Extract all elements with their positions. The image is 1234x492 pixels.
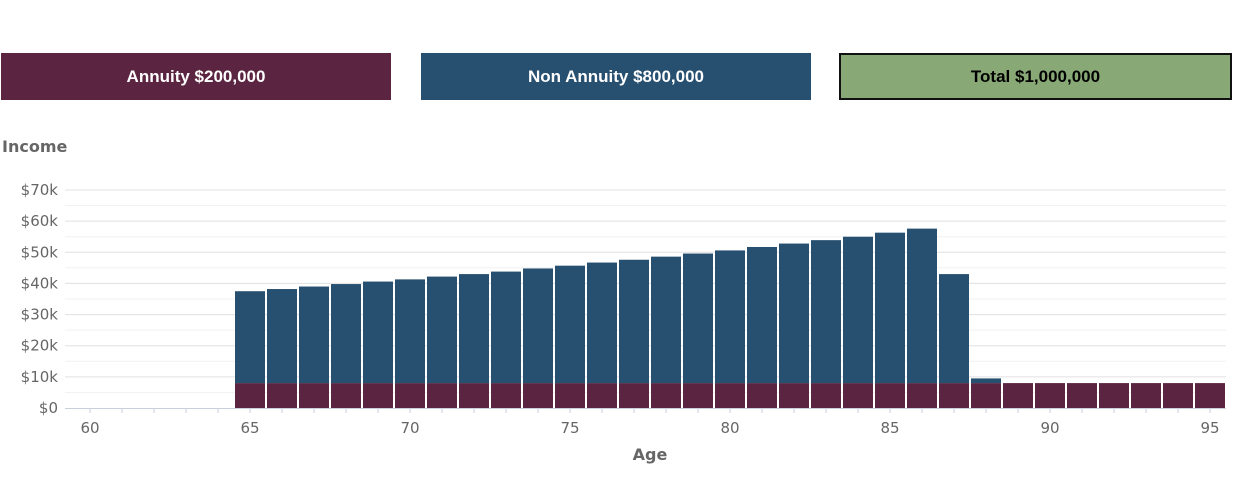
annuity-bar[interactable] xyxy=(971,383,1001,408)
y-tick-label: $30k xyxy=(21,306,59,324)
x-tick-label: 85 xyxy=(880,419,899,437)
non-annuity-bar[interactable] xyxy=(267,289,297,384)
x-tick-label: 75 xyxy=(560,419,579,437)
annuity-bar[interactable] xyxy=(811,383,841,408)
annuity-bar[interactable] xyxy=(907,383,937,408)
annuity-bar[interactable] xyxy=(1131,383,1161,408)
non-annuity-bar[interactable] xyxy=(235,291,265,384)
non-annuity-bar[interactable] xyxy=(747,246,777,384)
non-annuity-bar[interactable] xyxy=(779,243,809,384)
annuity-bar[interactable] xyxy=(363,383,393,408)
annuity-bar[interactable] xyxy=(395,383,425,408)
y-tick-label: $40k xyxy=(21,274,59,292)
annuity-bar[interactable] xyxy=(619,383,649,408)
annuity-bar[interactable] xyxy=(1195,383,1225,408)
x-tick-label: 90 xyxy=(1040,419,1059,437)
annuity-bar[interactable] xyxy=(1163,383,1193,408)
non-annuity-bar[interactable] xyxy=(395,279,425,384)
bars xyxy=(235,228,1225,408)
x-tick-label: 95 xyxy=(1200,419,1219,437)
annuity-bar[interactable] xyxy=(459,383,489,408)
non-annuity-bar[interactable] xyxy=(491,271,521,384)
annuity-bar[interactable] xyxy=(267,383,297,408)
non-annuity-bar[interactable] xyxy=(875,232,905,384)
non-annuity-bar[interactable] xyxy=(299,286,329,384)
non-annuity-total-box[interactable]: Non Annuity $800,000 xyxy=(421,53,811,100)
annuity-bar[interactable] xyxy=(779,383,809,408)
x-tick-label: 65 xyxy=(240,419,259,437)
annuity-bar[interactable] xyxy=(523,383,553,408)
non-annuity-bar[interactable] xyxy=(843,236,873,384)
y-tick-label: $10k xyxy=(21,368,59,386)
axes: $0 $10k $20k $30k $40k $50k $60k $70k 60 65 70 75 80… xyxy=(21,181,1226,437)
annuity-bar[interactable] xyxy=(1003,383,1033,408)
annuity-bar[interactable] xyxy=(1035,383,1065,408)
annuity-bar[interactable] xyxy=(683,383,713,408)
annuity-bar[interactable] xyxy=(715,383,745,408)
x-tick-label: 60 xyxy=(80,419,99,437)
annuity-bar[interactable] xyxy=(331,383,361,408)
non-annuity-bar[interactable] xyxy=(939,274,969,384)
non-annuity-bar[interactable] xyxy=(427,276,457,384)
y-tick-label: $0 xyxy=(39,399,58,417)
non-annuity-bar[interactable] xyxy=(907,228,937,384)
x-tick-label: 70 xyxy=(400,419,419,437)
annuity-bar[interactable] xyxy=(555,383,585,408)
annuity-bar[interactable] xyxy=(587,383,617,408)
annuity-bar[interactable] xyxy=(1067,383,1097,408)
annuity-bar[interactable] xyxy=(747,383,777,408)
y-tick-label: $20k xyxy=(21,337,59,355)
non-annuity-bar[interactable] xyxy=(363,281,393,384)
non-annuity-bar[interactable] xyxy=(811,240,841,384)
annuity-bar[interactable] xyxy=(843,383,873,408)
y-tick-label: $70k xyxy=(21,181,59,199)
y-tick-label: $60k xyxy=(21,212,59,230)
non-annuity-bar[interactable] xyxy=(587,262,617,384)
non-annuity-bar[interactable] xyxy=(715,250,745,384)
non-annuity-bar[interactable] xyxy=(523,268,553,384)
non-annuity-total-label: Non Annuity $800,000 xyxy=(527,66,705,86)
x-axis-title: Age xyxy=(633,445,668,464)
annuity-bar[interactable] xyxy=(299,383,329,408)
x-tick-label: 80 xyxy=(720,419,739,437)
annuity-bar[interactable] xyxy=(875,383,905,408)
annuity-bar[interactable] xyxy=(427,383,457,408)
y-tick-label: $50k xyxy=(21,243,59,261)
y-axis-title: Income xyxy=(2,137,67,156)
income-by-age-chart: Income $0 $10k $20k $30k $40k $50k $60k $70k 60 6… xyxy=(2,137,1226,464)
annuity-bar[interactable] xyxy=(235,383,265,408)
non-annuity-bar[interactable] xyxy=(971,378,1001,384)
annuity-total-label: Annuity $200,000 xyxy=(126,66,266,86)
annuity-total-box[interactable]: Annuity $200,000 xyxy=(1,53,391,100)
grand-total-label: Total $1,000,000 xyxy=(970,66,1101,86)
annuity-bar[interactable] xyxy=(1099,383,1129,408)
non-annuity-bar[interactable] xyxy=(459,274,489,384)
grand-total-box[interactable]: Total $1,000,000 xyxy=(839,53,1232,100)
annuity-bar[interactable] xyxy=(491,383,521,408)
non-annuity-bar[interactable] xyxy=(683,253,713,384)
annuity-bar[interactable] xyxy=(651,383,681,408)
annuity-bar[interactable] xyxy=(939,383,969,408)
non-annuity-bar[interactable] xyxy=(619,259,649,384)
non-annuity-bar[interactable] xyxy=(651,256,681,384)
non-annuity-bar[interactable] xyxy=(555,265,585,384)
non-annuity-bar[interactable] xyxy=(331,284,361,384)
